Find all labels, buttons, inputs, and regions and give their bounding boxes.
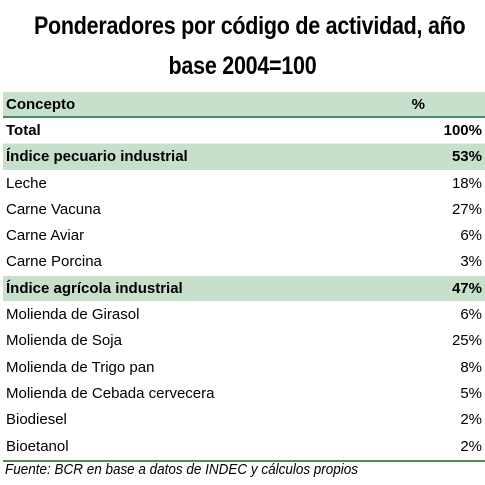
row-value: 25% [451, 332, 482, 350]
table-row: Total 100% [3, 118, 485, 145]
table-row: Biodiesel 2% [3, 407, 485, 434]
row-label: Bioetanol [6, 437, 69, 455]
header-concept: Concepto [6, 96, 76, 113]
row-label: Molienda de Girasol [6, 306, 140, 324]
row-value: 2% [460, 437, 482, 455]
row-value: 3% [460, 253, 482, 271]
table-row: Bioetanol 2% [3, 434, 485, 460]
title-line-1: Ponderadores por código de actividad, añ… [33, 12, 466, 40]
row-value: 6% [460, 306, 482, 324]
weights-table: Concepto % Total 100% Índice pecuario in… [3, 92, 485, 462]
row-label: Total [6, 122, 41, 139]
row-label: Molienda de Soja [6, 332, 122, 350]
row-value: 100% [443, 122, 482, 139]
row-label: Molienda de Cebada cervecera [6, 384, 215, 402]
table-row: Molienda de Trigo pan 8% [3, 355, 485, 381]
table-row: Índice pecuario industrial 53% [3, 144, 485, 171]
row-value: 18% [451, 174, 482, 192]
table-row: Carne Porcina 3% [3, 249, 485, 276]
title-line-2: base 2004=100 [168, 52, 317, 80]
table-row: Molienda de Soja 25% [3, 328, 485, 355]
table-row: Índice agrícola industrial 47% [3, 275, 485, 303]
row-value: 53% [451, 148, 482, 166]
row-value: 2% [460, 411, 482, 429]
table-row: Leche 18% [3, 171, 485, 197]
table-row: Carne Vacuna 27% [3, 197, 485, 224]
row-label: Molienda de Trigo pan [6, 358, 155, 376]
row-value: 8% [460, 358, 482, 376]
row-label: Carne Porcina [6, 253, 102, 271]
row-label: Leche [6, 174, 47, 192]
row-label: Índice pecuario industrial [6, 148, 188, 166]
source-footnote: Fuente: BCR en base a datos de INDEC y c… [5, 462, 359, 478]
row-value: 27% [451, 200, 482, 218]
table-row: Carne Aviar 6% [3, 223, 485, 250]
header-percent: % [411, 96, 425, 113]
row-value: 6% [460, 227, 482, 245]
row-value: 5% [460, 384, 482, 402]
row-value: 47% [451, 279, 482, 297]
table-row: Molienda de Girasol 6% [3, 302, 485, 329]
row-label: Índice agrícola industrial [6, 279, 183, 297]
row-label: Carne Vacuna [6, 200, 101, 218]
table-row: Molienda de Cebada cervecera 5% [3, 381, 485, 408]
page-title: Ponderadores por código de actividad, añ… [33, 6, 466, 86]
table-bottom-rule [3, 459, 485, 462]
row-label: Carne Aviar [6, 227, 85, 245]
table-header-row: Concepto % [3, 92, 485, 118]
row-label: Biodiesel [6, 411, 67, 429]
